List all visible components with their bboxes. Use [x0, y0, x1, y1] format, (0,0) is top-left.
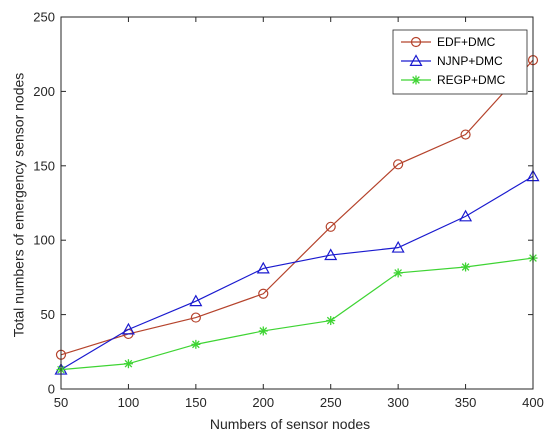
data-point-njnp-dmc — [256, 261, 270, 274]
data-point-regp-dmc — [258, 326, 268, 336]
series-line-edf-dmc — [60, 59, 534, 356]
series-line-regp-dmc — [60, 257, 534, 371]
legend-marker-edf-dmc — [410, 36, 422, 48]
legend-entry-njnp-dmc: NJNP+DMC — [401, 54, 503, 68]
y-tick-label: 150 — [33, 158, 55, 173]
legend-box — [392, 29, 528, 95]
y-axis-title: Total numbers of emergency sensor nodes — [11, 73, 27, 338]
y-tick-label: 100 — [33, 233, 55, 248]
y-tick-label: 0 — [48, 382, 55, 397]
x-axis-title: Numbers of sensor nodes — [210, 416, 370, 432]
x-tick-label: 250 — [320, 395, 342, 410]
y-tick-label: 200 — [33, 84, 55, 99]
x-tick-label: 400 — [522, 395, 544, 410]
data-point-njnp-dmc — [121, 322, 135, 335]
data-point-regp-dmc — [393, 268, 403, 278]
data-point-njnp-dmc — [459, 209, 473, 222]
data-point-njnp-dmc — [324, 248, 338, 261]
x-tick-label: 150 — [185, 395, 207, 410]
x-tick-label: 100 — [118, 395, 140, 410]
legend-marker-njnp-dmc — [409, 54, 423, 67]
x-tick-label: 200 — [252, 395, 274, 410]
legend-label: REGP+DMC — [437, 73, 506, 87]
legend-marker-regp-dmc — [411, 75, 421, 85]
data-point-njnp-dmc — [391, 240, 405, 253]
x-tick-label: 300 — [387, 395, 409, 410]
y-tick-label: 250 — [33, 10, 55, 25]
series-line-njnp-dmc — [60, 175, 534, 371]
y-tick-label: 50 — [41, 307, 55, 322]
data-point-edf-dmc — [460, 129, 471, 140]
data-point-njnp-dmc — [189, 294, 203, 307]
legend-label: NJNP+DMC — [437, 54, 503, 68]
legend-entry-regp-dmc: REGP+DMC — [401, 73, 506, 87]
plot-area-frame — [60, 16, 534, 390]
data-point-regp-dmc — [191, 339, 201, 349]
data-point-edf-dmc — [190, 312, 201, 323]
x-tick-label: 350 — [455, 395, 477, 410]
data-point-regp-dmc — [461, 262, 471, 272]
data-point-edf-dmc — [258, 288, 269, 299]
legend-label: EDF+DMC — [437, 35, 496, 49]
data-point-regp-dmc — [326, 316, 336, 326]
legend: EDF+DMC NJNP+DMC REGP+DMC — [392, 29, 528, 95]
data-point-regp-dmc — [123, 359, 133, 369]
legend-entry-edf-dmc: EDF+DMC — [401, 35, 496, 49]
data-point-edf-dmc — [393, 159, 404, 170]
data-point-edf-dmc — [325, 221, 336, 232]
x-tick-label: 50 — [54, 395, 68, 410]
